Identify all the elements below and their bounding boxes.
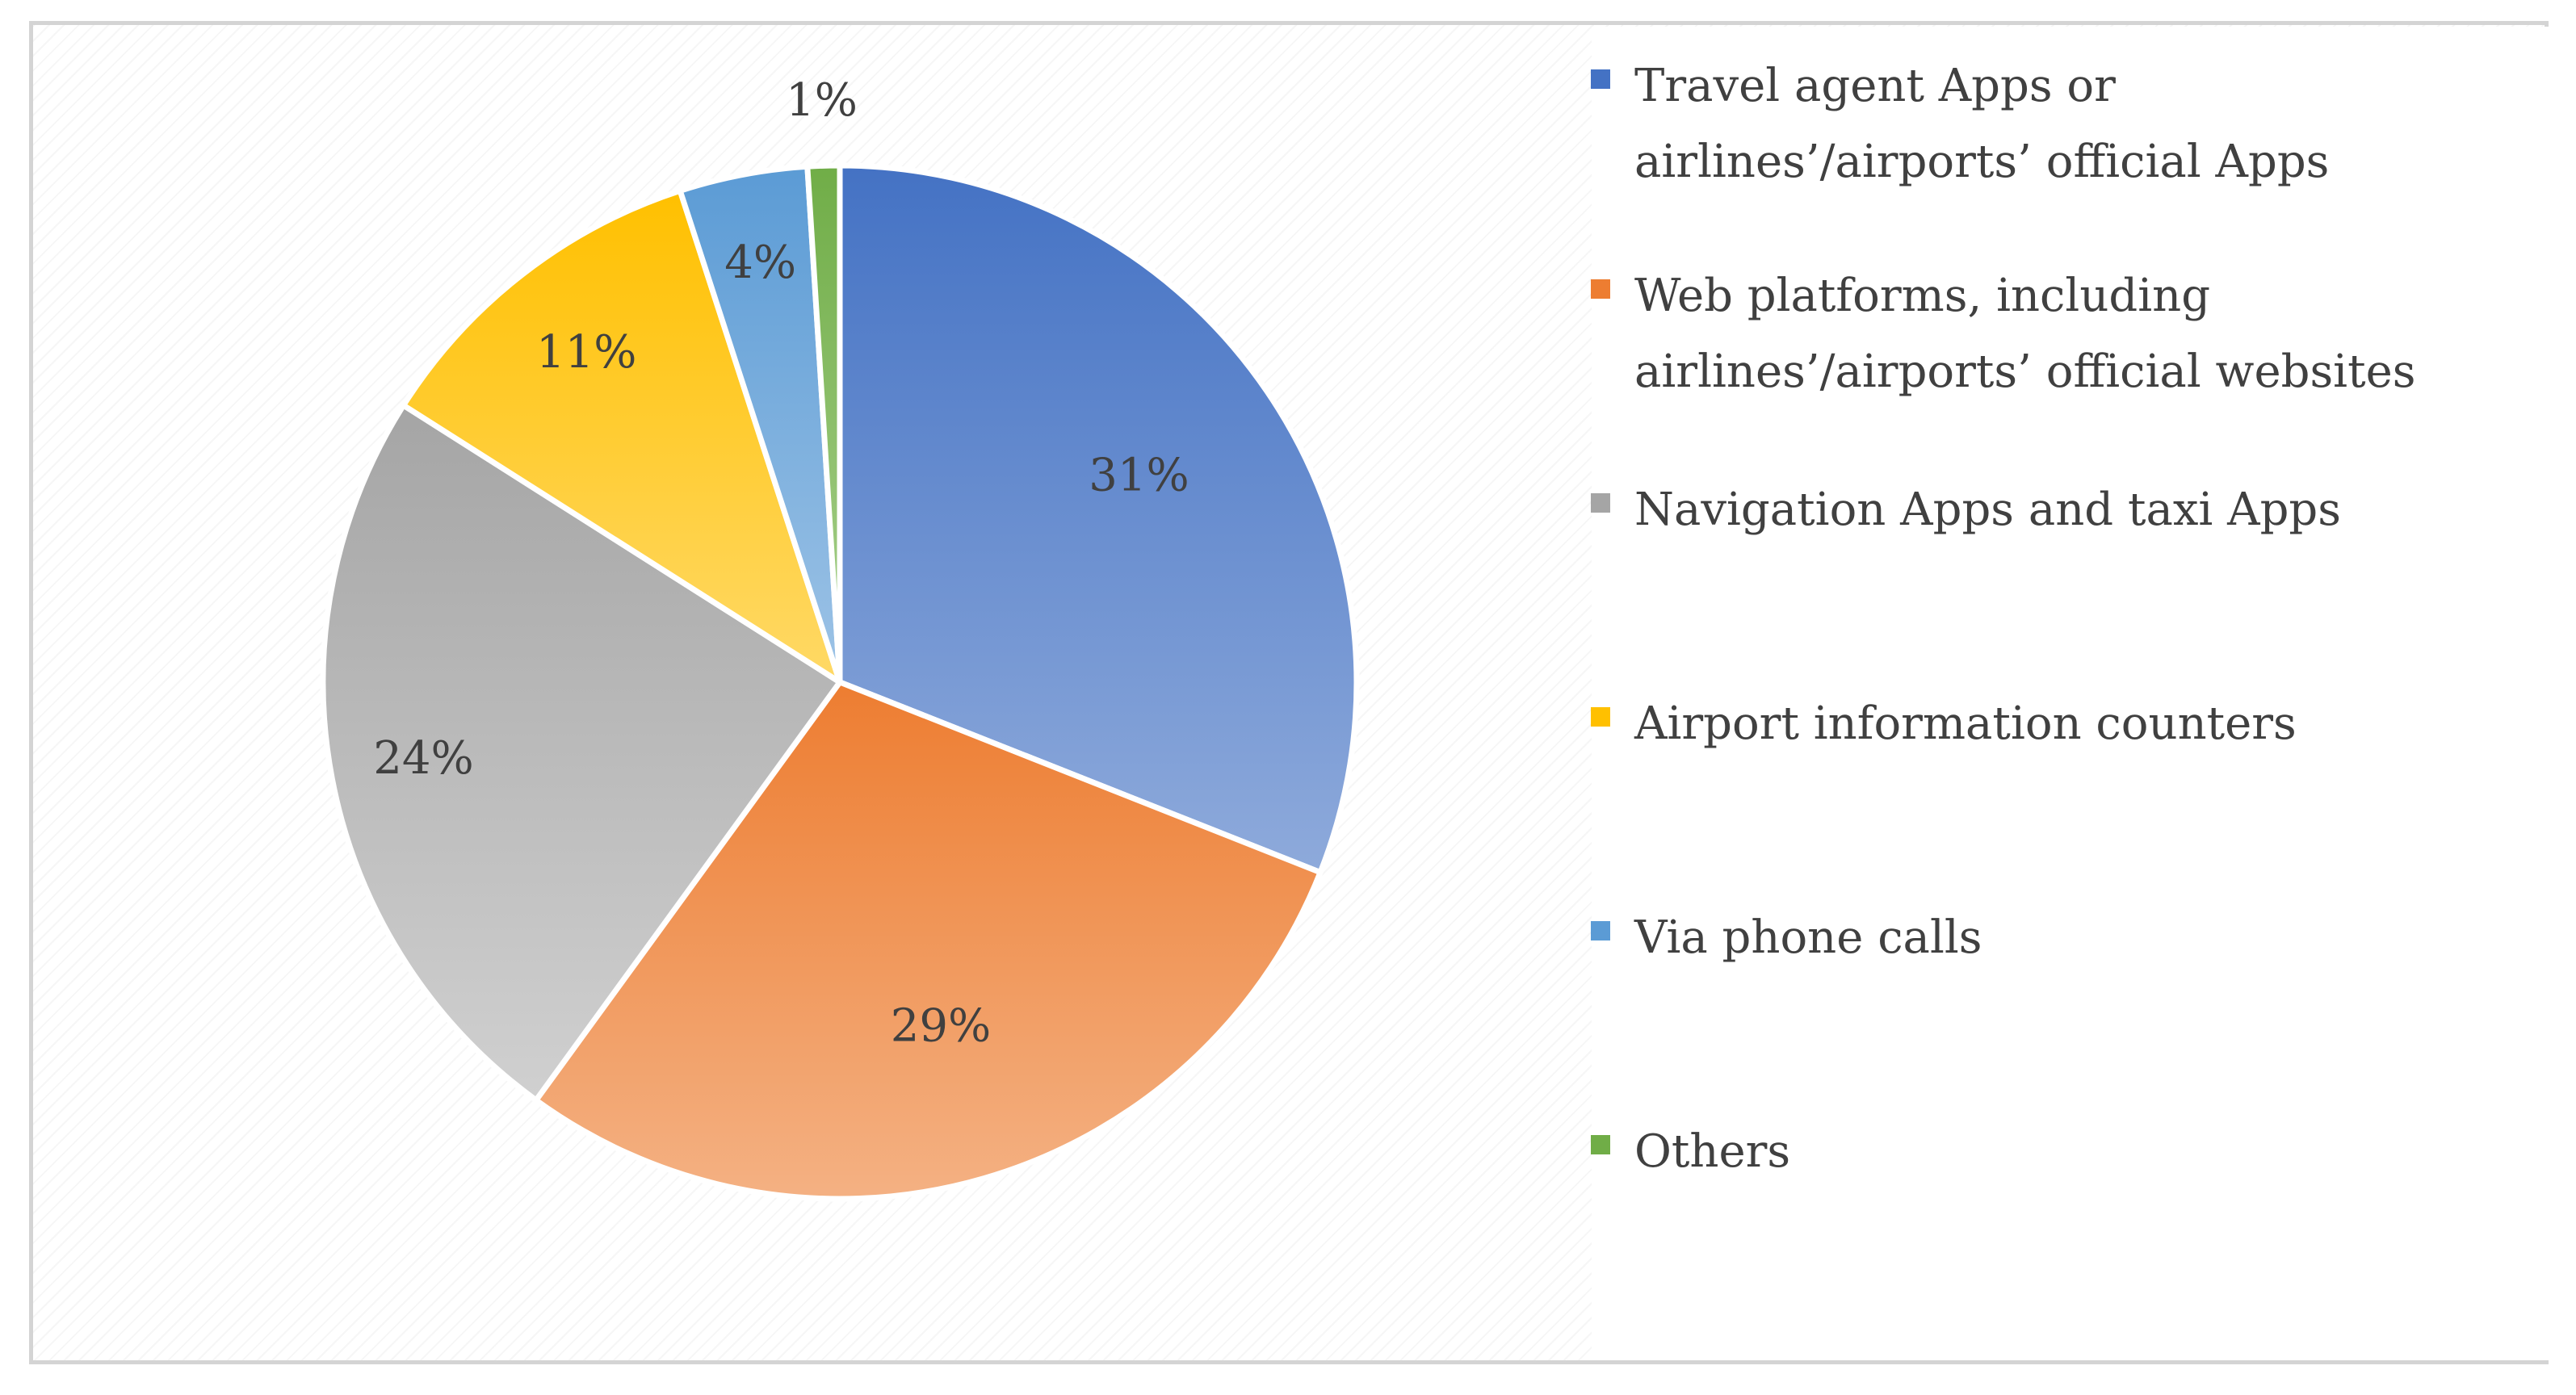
legend-swatch xyxy=(1591,707,1610,727)
legend-item-phone-calls: Via phone calls xyxy=(1591,900,2498,976)
legend-label: Airport information counters xyxy=(1634,698,2297,750)
legend-swatch xyxy=(1591,493,1610,513)
data-label-navigation-apps: 24% xyxy=(373,732,473,785)
legend-label: Others xyxy=(1634,1125,1791,1178)
pie-data-labels: 31% 29% 24% 11% 4% 1% xyxy=(373,74,1189,1053)
legend-item-navigation-apps: Navigation Apps and taxi Apps xyxy=(1591,472,2498,548)
legend-swatch xyxy=(1591,279,1610,299)
data-label-travel-agent-apps: 31% xyxy=(1089,450,1189,502)
data-label-phone-calls: 4% xyxy=(724,237,796,289)
data-label-airport-counters: 11% xyxy=(536,326,636,379)
legend-label: Via phone calls xyxy=(1634,911,1982,964)
pie-slice-travel-agent-apps xyxy=(837,162,1360,876)
legend-label: Web platforms, including airlines’/airpo… xyxy=(1634,270,2416,398)
legend-label: Travel agent Apps or airlines’/airports’… xyxy=(1634,60,2330,188)
pie-slice-airport-counters xyxy=(401,187,843,685)
legend-swatch xyxy=(1591,1135,1610,1154)
pie-slice-others xyxy=(804,162,843,685)
data-label-web-platforms: 29% xyxy=(891,1000,991,1053)
pie-slice-web-platforms xyxy=(533,679,1324,1202)
legend-item-web-platforms: Web platforms, including airlines’/airpo… xyxy=(1591,258,2498,410)
pie-slices xyxy=(320,162,1360,1202)
legend-item-travel-agent-apps: Travel agent Apps or airlines’/airports’… xyxy=(1591,48,2498,200)
legend-panel xyxy=(1592,27,2549,1360)
legend-swatch xyxy=(1591,921,1610,940)
legend-label: Navigation Apps and taxi Apps xyxy=(1634,484,2341,536)
legend-item-others: Others xyxy=(1591,1114,2498,1190)
pie-slice-navigation-apps xyxy=(320,402,843,1104)
data-label-others: 1% xyxy=(786,74,858,127)
legend-item-airport-counters: Airport information counters xyxy=(1591,686,2498,762)
legend-swatch xyxy=(1591,69,1610,89)
